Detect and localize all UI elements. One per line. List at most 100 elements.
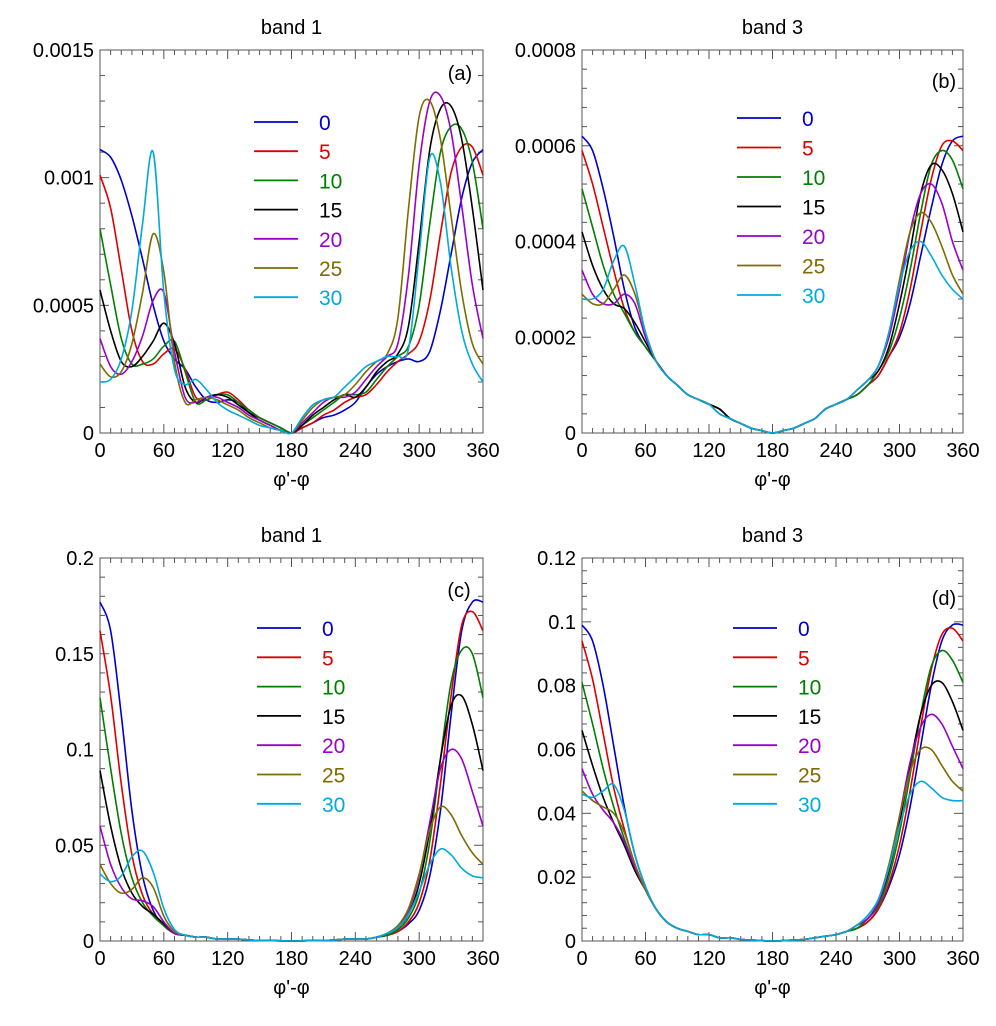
y-tick-label: 0.0004 <box>515 232 576 254</box>
x-tick-label: 180 <box>756 440 789 462</box>
series-line-15 <box>99 693 484 942</box>
y-tick-label: 0.08 <box>537 676 576 698</box>
series-line-10 <box>581 649 964 942</box>
x-tick-label: 240 <box>819 948 852 970</box>
panel-label: (b) <box>932 71 956 93</box>
legend: 0 5 10 15 20 25 30 <box>257 618 345 817</box>
x-tick-label: 300 <box>402 948 435 970</box>
legend-label: 15 <box>319 200 342 223</box>
x-tick-label: 60 <box>634 948 656 970</box>
y-tick-label: 0.0008 <box>515 40 576 62</box>
legend: 0 5 10 15 20 25 30 <box>733 618 821 817</box>
y-tick-label: 0.2 <box>66 548 94 570</box>
y-tick-label: 0.05 <box>55 835 94 857</box>
y-tick-label: 0.0005 <box>33 295 94 317</box>
legend-label: 10 <box>802 167 825 190</box>
legend-label: 0 <box>798 618 810 641</box>
legend-label: 10 <box>319 170 342 193</box>
y-tick-label: 0.04 <box>537 803 576 825</box>
panel-d: band 30 60 120 180 240 300 36000.020.040.060.0… <box>537 525 980 999</box>
x-tick-label: 300 <box>402 440 435 462</box>
x-tick-label: 180 <box>275 948 308 970</box>
plot-frame <box>581 557 964 942</box>
x-axis-label: φ'-φ <box>273 977 309 999</box>
x-tick-label: 120 <box>211 440 244 462</box>
panel-label: (c) <box>447 580 470 602</box>
x-tick-label: 60 <box>634 440 656 462</box>
legend-label: 0 <box>322 618 334 641</box>
chart-title: band 1 <box>261 17 322 39</box>
x-axis-label: φ'-φ <box>754 469 790 491</box>
legend-label: 0 <box>319 112 331 135</box>
x-tick-label: 360 <box>946 440 979 462</box>
y-tick-label: 0 <box>83 423 94 445</box>
legend-label: 25 <box>319 258 342 281</box>
legend: 0 5 10 15 20 25 30 <box>254 112 342 310</box>
legend-label: 20 <box>798 735 821 758</box>
y-tick-label: 0.0002 <box>515 327 576 349</box>
x-axis-label: φ'-φ <box>754 977 790 999</box>
plot-frame <box>581 49 964 434</box>
panel-c: band 10 60 120 180 240 300 36000.050.10.150.2φ… <box>55 525 500 999</box>
legend-label: 0 <box>802 108 814 131</box>
legend-label: 30 <box>798 794 821 817</box>
series-line-10 <box>581 149 964 434</box>
series-line-25 <box>99 98 484 435</box>
y-tick-label: 0.06 <box>537 740 576 762</box>
series-line-30 <box>581 240 964 434</box>
y-tick-label: 0.0015 <box>33 40 94 62</box>
x-tick-label: 300 <box>883 948 916 970</box>
y-tick-label: 0.1 <box>548 612 576 634</box>
series-line-10 <box>99 123 484 434</box>
series-line-0 <box>99 599 484 942</box>
x-axis-label: φ'-φ <box>273 469 309 491</box>
legend-label: 30 <box>802 285 825 308</box>
legend-label: 20 <box>802 226 825 249</box>
series-line-30 <box>99 149 484 435</box>
panel-label: (d) <box>932 588 956 610</box>
x-tick-label: 240 <box>819 440 852 462</box>
series-line-30 <box>581 780 964 942</box>
legend-label: 10 <box>798 677 821 700</box>
y-tick-label: 0.12 <box>537 548 576 570</box>
x-tick-label: 0 <box>576 440 587 462</box>
legend-label: 5 <box>802 138 814 161</box>
series-line-15 <box>581 162 964 434</box>
y-tick-label: 0 <box>83 931 94 953</box>
x-tick-label: 120 <box>211 948 244 970</box>
series-line-30 <box>99 847 484 942</box>
x-tick-label: 0 <box>94 440 105 462</box>
x-tick-label: 360 <box>466 440 499 462</box>
legend-label: 5 <box>319 141 331 164</box>
legend-label: 15 <box>798 706 821 729</box>
legend-label: 15 <box>322 706 345 729</box>
x-tick-label: 180 <box>756 948 789 970</box>
legend-label: 30 <box>319 287 342 310</box>
chart-title: band 1 <box>261 525 322 547</box>
x-tick-label: 60 <box>153 440 175 462</box>
legend-label: 30 <box>322 794 345 817</box>
x-tick-label: 240 <box>339 948 372 970</box>
x-tick-label: 0 <box>576 948 587 970</box>
panel-a: band 10 60 120 180 240 300 36000.00050.0010.00… <box>33 17 500 491</box>
x-tick-label: 60 <box>153 948 175 970</box>
y-tick-label: 0.02 <box>537 867 576 889</box>
legend-label: 25 <box>798 765 821 788</box>
panel-label: (a) <box>448 63 472 85</box>
series-line-25 <box>581 211 964 434</box>
series-line-0 <box>581 135 964 434</box>
series-line-25 <box>581 746 964 942</box>
panel-b: band 30 60 120 180 240 300 36000.00020.00040.0… <box>515 17 980 491</box>
x-tick-label: 120 <box>692 948 725 970</box>
legend-label: 25 <box>322 765 345 788</box>
x-tick-label: 0 <box>94 948 105 970</box>
y-tick-label: 0.15 <box>55 644 94 666</box>
legend-label: 20 <box>322 735 345 758</box>
y-tick-label: 0 <box>565 931 576 953</box>
y-tick-label: 0.001 <box>44 168 94 190</box>
y-tick-label: 0.0006 <box>515 136 576 158</box>
chart-title: band 3 <box>742 17 803 39</box>
x-tick-label: 360 <box>466 948 499 970</box>
